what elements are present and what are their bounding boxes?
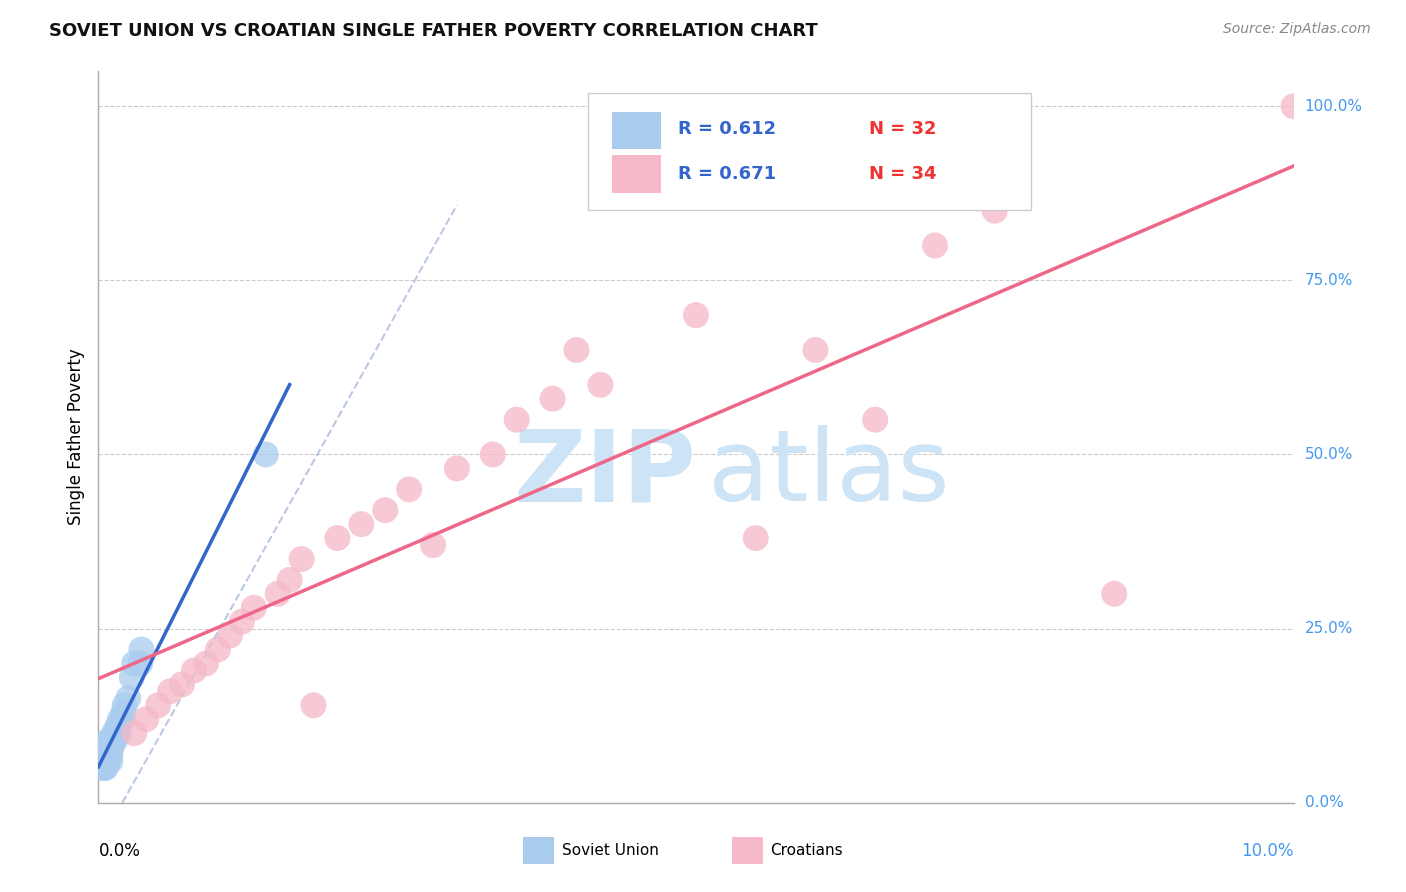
Point	[207, 642, 229, 657]
Point	[135, 712, 157, 726]
Point	[924, 238, 946, 252]
Point	[107, 719, 129, 733]
Point	[117, 691, 139, 706]
Y-axis label: Single Father Poverty: Single Father Poverty	[66, 349, 84, 525]
Point	[112, 705, 135, 719]
Text: 75.0%: 75.0%	[1305, 273, 1353, 288]
Text: N = 34: N = 34	[869, 165, 936, 183]
Text: Source: ZipAtlas.com: Source: ZipAtlas.com	[1223, 22, 1371, 37]
Point	[100, 740, 122, 755]
Point	[541, 392, 564, 406]
Point	[398, 483, 420, 497]
Text: 100.0%: 100.0%	[1305, 99, 1362, 113]
Point	[231, 615, 253, 629]
Point	[565, 343, 588, 357]
Text: 10.0%: 10.0%	[1241, 842, 1294, 860]
Point	[96, 740, 118, 755]
Point	[745, 531, 768, 545]
Text: N = 32: N = 32	[869, 120, 936, 138]
Point	[254, 448, 277, 462]
Point	[101, 733, 124, 747]
Point	[105, 726, 128, 740]
FancyBboxPatch shape	[589, 94, 1031, 211]
Point	[98, 733, 121, 747]
FancyBboxPatch shape	[613, 112, 661, 148]
Point	[1282, 99, 1305, 113]
Point	[104, 733, 127, 747]
Text: R = 0.612: R = 0.612	[678, 120, 776, 138]
Point	[589, 377, 612, 392]
Point	[94, 754, 117, 768]
Point	[121, 670, 143, 684]
Point	[93, 761, 115, 775]
Point	[506, 412, 529, 426]
Point	[195, 657, 218, 671]
FancyBboxPatch shape	[613, 155, 661, 192]
Point	[91, 761, 114, 775]
Point	[219, 629, 242, 643]
Point	[422, 538, 444, 552]
Point	[865, 412, 887, 426]
Point	[374, 503, 396, 517]
Text: 0.0%: 0.0%	[98, 842, 141, 860]
Point	[111, 712, 134, 726]
Point	[804, 343, 827, 357]
Point	[685, 308, 707, 322]
Text: Croatians: Croatians	[770, 843, 842, 858]
Text: R = 0.671: R = 0.671	[678, 165, 776, 183]
FancyBboxPatch shape	[733, 838, 762, 863]
Point	[243, 600, 266, 615]
FancyBboxPatch shape	[523, 838, 553, 863]
Point	[91, 754, 114, 768]
Point	[131, 642, 153, 657]
Point	[129, 657, 152, 671]
Point	[103, 726, 125, 740]
Point	[98, 754, 122, 768]
Point	[326, 531, 349, 545]
Text: Soviet Union: Soviet Union	[562, 843, 659, 858]
Point	[446, 461, 468, 475]
Point	[159, 684, 181, 698]
Point	[267, 587, 290, 601]
Point	[97, 740, 120, 755]
Text: 0.0%: 0.0%	[1305, 796, 1343, 810]
Point	[984, 203, 1007, 218]
Text: 25.0%: 25.0%	[1305, 621, 1353, 636]
Point	[93, 747, 115, 761]
Point	[114, 698, 136, 713]
Point	[148, 698, 170, 713]
Point	[172, 677, 194, 691]
Text: atlas: atlas	[709, 425, 949, 522]
Text: ZIP: ZIP	[513, 425, 696, 522]
Point	[350, 517, 373, 532]
Point	[124, 726, 146, 740]
Point	[278, 573, 301, 587]
Point	[94, 761, 117, 775]
Point	[291, 552, 314, 566]
Text: 50.0%: 50.0%	[1305, 447, 1353, 462]
Point	[107, 726, 129, 740]
Point	[124, 657, 146, 671]
Point	[98, 747, 121, 761]
Point	[1104, 587, 1126, 601]
Point	[108, 712, 131, 726]
Point	[98, 733, 122, 747]
Text: SOVIET UNION VS CROATIAN SINGLE FATHER POVERTY CORRELATION CHART: SOVIET UNION VS CROATIAN SINGLE FATHER P…	[49, 22, 818, 40]
Point	[302, 698, 325, 713]
Point	[98, 747, 122, 761]
Point	[482, 448, 505, 462]
Point	[183, 664, 205, 678]
Point	[97, 754, 120, 768]
Point	[96, 747, 118, 761]
